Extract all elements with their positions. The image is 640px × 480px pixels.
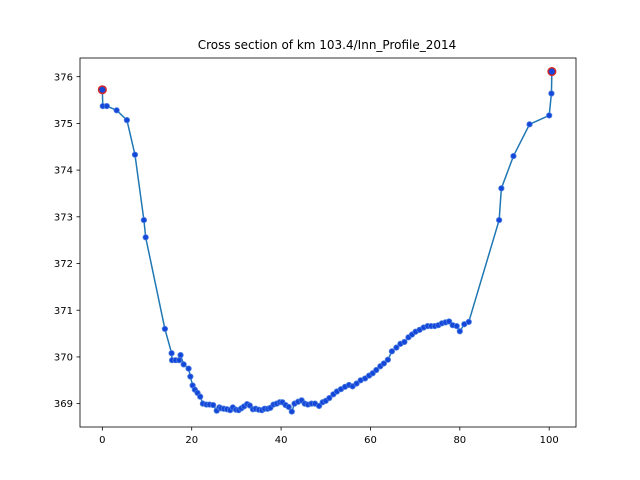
profile-point — [456, 328, 463, 335]
profile-point — [498, 185, 505, 192]
profile-point — [526, 121, 533, 128]
profile-point — [210, 401, 217, 409]
x-axis: 0 20 40 60 80 100 — [99, 427, 559, 446]
profile-point — [177, 351, 184, 359]
axes-frame — [79, 57, 577, 428]
x-tick-label: 80 — [453, 435, 466, 446]
profile-point — [496, 216, 503, 224]
x-tick-label: 60 — [364, 435, 377, 446]
profile-point — [123, 117, 131, 124]
profile-point — [285, 403, 292, 411]
profile-point — [315, 402, 323, 410]
profile-point — [546, 112, 553, 119]
profile-point — [161, 325, 169, 333]
profile-point — [326, 394, 333, 402]
profile-point — [453, 323, 460, 330]
y-tick-label: 375 — [54, 119, 73, 130]
profile-point — [180, 361, 187, 368]
y-tick-label: 372 — [54, 259, 73, 270]
y-axis: 369 370 371 372 373 374 375 376 — [54, 72, 80, 410]
x-tick-label: 0 — [99, 435, 105, 446]
profile-point — [131, 151, 139, 158]
y-tick-label: 370 — [54, 353, 73, 364]
series-layer — [97, 66, 557, 415]
profile-point — [353, 380, 360, 387]
plot-area — [79, 57, 577, 428]
profile-point — [142, 234, 149, 241]
y-tick-label: 371 — [54, 306, 73, 317]
profile-point — [445, 318, 453, 325]
profile-point — [113, 107, 120, 114]
profile-point — [465, 318, 472, 326]
y-tick-label: 374 — [54, 166, 73, 177]
endpoint-marker — [97, 85, 107, 95]
profile-point — [168, 350, 175, 357]
profile-point — [510, 152, 517, 160]
profile-point — [185, 365, 192, 372]
x-tick-label: 100 — [540, 435, 559, 446]
profile-point — [140, 216, 147, 224]
y-tick-label: 369 — [54, 399, 73, 410]
profile-point — [197, 393, 204, 400]
profile-point — [187, 373, 194, 380]
profile-point — [393, 344, 400, 351]
x-tick-label: 20 — [185, 435, 198, 446]
profile-point — [373, 366, 380, 374]
profile-point — [176, 357, 183, 364]
x-tick-label: 40 — [275, 435, 288, 446]
profile-point — [401, 338, 408, 346]
y-tick-label: 376 — [54, 72, 73, 83]
plot-background — [80, 58, 576, 427]
profile-point — [548, 90, 555, 97]
profile-point — [288, 408, 295, 415]
profile-point — [384, 356, 391, 363]
profile-point — [388, 348, 395, 355]
y-tick-label: 373 — [54, 212, 73, 223]
profile-point — [380, 360, 387, 367]
endpoint-marker — [547, 66, 557, 77]
chart-title: Cross section of km 103.4/Inn_Profile_20… — [198, 38, 457, 52]
profile-point — [103, 103, 110, 110]
